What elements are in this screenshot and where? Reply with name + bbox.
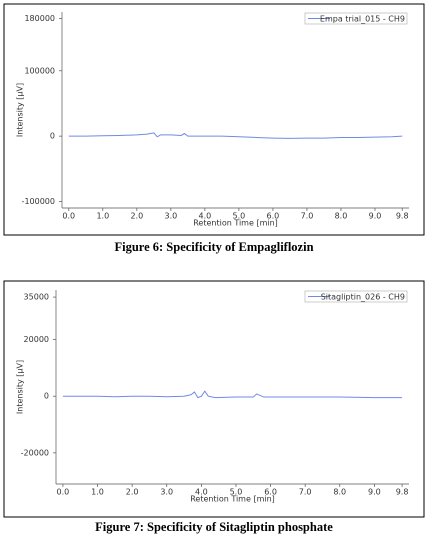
x-tick-label: 5.0: [230, 488, 243, 497]
caption: Figure 7: Specificity of Sitagliptin pho…: [95, 520, 333, 534]
x-tick-label: 9.8: [396, 488, 409, 497]
figure-frame: [3, 280, 425, 518]
x-tick-label: 6.0: [267, 212, 280, 221]
y-tick-label: 35000: [24, 293, 49, 302]
y-axis-label: Intensity [µV]: [16, 83, 25, 137]
x-tick-label: 1.0: [91, 488, 104, 497]
x-axis-label: Retention Time [min]: [190, 495, 275, 504]
y-tick-label: 20000: [24, 335, 49, 344]
x-tick-label: 7.0: [299, 488, 312, 497]
x-tick-label: 7.0: [301, 212, 314, 221]
series-line: [68, 132, 403, 139]
x-tick-label: 3.0: [160, 488, 173, 497]
x-axis-label: Retention Time [min]: [193, 219, 278, 228]
y-tick-label: 100000: [24, 66, 55, 75]
x-tick-label: 9.8: [396, 212, 409, 221]
y-tick-label: 0: [44, 392, 49, 401]
x-tick-label: 4.0: [195, 488, 208, 497]
x-tick-label: 5.0: [233, 212, 246, 221]
legend-box: [304, 290, 408, 303]
x-tick-label: 1.0: [96, 212, 109, 221]
legend-box: [304, 12, 408, 25]
x-tick-label: 6.0: [264, 488, 277, 497]
x-tick-label: 8.0: [333, 488, 346, 497]
y-tick-label: -20000: [21, 448, 49, 457]
legend-label: Sitagliptin_026 - CH9: [321, 293, 405, 302]
caption: Figure 6: Specificity of Empagliflozin: [114, 240, 313, 254]
y-tick-label: 180000: [24, 14, 55, 23]
x-tick-label: 0.0: [57, 488, 70, 497]
x-tick-label: 2.0: [130, 212, 143, 221]
legend-label: Empa trial_015 - CH9: [320, 15, 405, 24]
x-tick-label: 3.0: [164, 212, 177, 221]
y-tick-label: -100000: [22, 197, 55, 206]
x-tick-label: 0.0: [62, 212, 75, 221]
x-tick-label: 2.0: [126, 488, 139, 497]
series-line: [62, 390, 403, 399]
x-tick-label: 9.0: [368, 488, 381, 497]
x-tick-label: 9.0: [369, 212, 382, 221]
figure-frame: [3, 3, 425, 236]
x-tick-label: 4.0: [199, 212, 212, 221]
x-tick-label: 8.0: [335, 212, 348, 221]
y-tick-label: 0: [50, 132, 55, 141]
y-axis-label: Intensity [µV]: [16, 360, 25, 414]
